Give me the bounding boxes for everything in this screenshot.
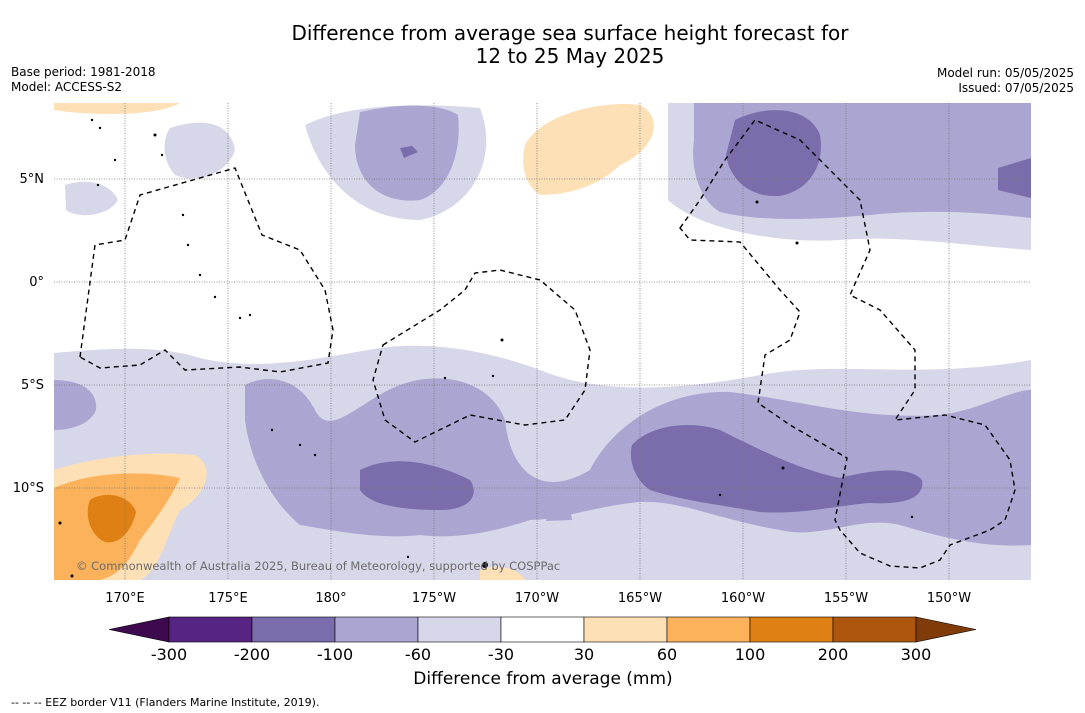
copyright-text: © Commonwealth of Australia 2025, Bureau… (76, 559, 560, 573)
lon-label: 175°E (208, 591, 248, 606)
graticule (54, 103, 1031, 580)
lon-label: 175°W (412, 591, 456, 606)
lon-label: 150°W (927, 591, 971, 606)
lon-label: 170°W (515, 591, 559, 606)
run-info: Model run: 05/05/2025 Issued: 07/05/2025 (937, 66, 1074, 96)
colorbar-extend-min (108, 616, 170, 643)
colorbar-tick: 300 (900, 645, 932, 664)
anomaly-band-positive (54, 103, 654, 580)
title-line-2: 12 to 25 May 2025 (475, 44, 665, 68)
colorbar-segment (417, 616, 502, 643)
lon-label: 160°W (721, 591, 765, 606)
islands (58, 118, 914, 578)
lon-label: 165°W (618, 591, 662, 606)
base-info: Base period: 1981-2018 Model: ACCESS-S2 (11, 65, 156, 95)
colorbar-segment (500, 616, 585, 643)
colorbar-tick: 100 (734, 645, 766, 664)
colorbar-segment (334, 616, 419, 643)
colorbar-segment (666, 616, 751, 643)
colorbar-tick: -100 (316, 645, 354, 664)
lat-label: 0° (29, 275, 44, 290)
anomaly-band-minus100 (360, 110, 1031, 513)
lat-label: 5°S (21, 378, 44, 393)
colorbar-segment (251, 616, 336, 643)
colorbar-tick: -30 (487, 645, 515, 664)
lat-label: 10°S (13, 481, 44, 496)
colorbar-tick: 200 (817, 645, 849, 664)
model-name: Model: ACCESS-S2 (11, 80, 123, 94)
colorbar-segment (832, 616, 917, 643)
eez-legend-note: -- -- -- EEZ border V11 (Flanders Marine… (11, 696, 320, 709)
colorbar-tick: -300 (150, 645, 188, 664)
colorbar-tick: -60 (404, 645, 432, 664)
base-period: Base period: 1981-2018 (11, 65, 156, 79)
axis-labels: 5°N 0° 5°S 10°S 170°E 175°E 180° 175°W 1… (13, 172, 972, 606)
lon-label: 170°E (105, 591, 145, 606)
title-line-1: Difference from average sea surface heig… (291, 21, 849, 45)
colorbar-tick: 30 (573, 645, 595, 664)
colorbar-extend-max (915, 616, 977, 643)
colorbar-tick: 60 (656, 645, 678, 664)
lon-label: 180° (315, 591, 346, 606)
map-title: Difference from average sea surface heig… (0, 22, 1085, 68)
colorbar-segment (749, 616, 834, 643)
model-run: Model run: 05/05/2025 (936, 66, 1074, 80)
lon-label: 155°W (824, 591, 868, 606)
colorbar-segment (168, 616, 253, 643)
lat-label: 5°N (20, 172, 45, 187)
colorbar-title: Difference from average (mm) (413, 669, 673, 689)
eez-borders (79, 119, 1016, 569)
issued-date: Issued: 07/05/2025 (958, 81, 1074, 95)
colorbar-segment (583, 616, 668, 643)
colorbar (108, 616, 977, 643)
colorbar-tick: -200 (233, 645, 271, 664)
